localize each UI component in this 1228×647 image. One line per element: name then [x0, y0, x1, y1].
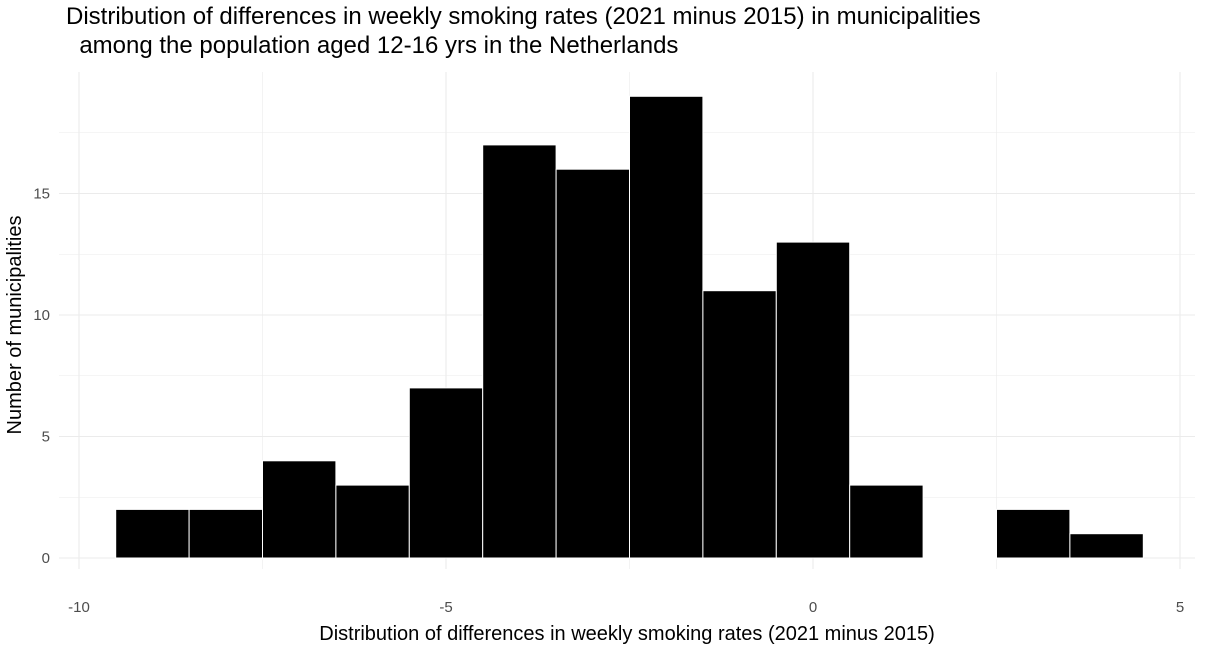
x-tick-label: 0: [809, 599, 817, 616]
chart-title: Distribution of differences in weekly sm…: [66, 2, 981, 60]
x-axis-tick-labels: -10 -5 0 5: [68, 599, 1184, 616]
y-tick-label: 10: [33, 307, 50, 324]
histogram-bar: [335, 484, 410, 559]
histogram-bar: [1069, 533, 1144, 559]
x-tick-label: -10: [68, 599, 90, 616]
y-tick-label: 0: [42, 550, 50, 567]
histogram-bar: [115, 508, 190, 559]
y-tick-label: 15: [33, 186, 50, 203]
histogram-bar: [629, 95, 704, 559]
histogram-bar: [849, 484, 924, 559]
histogram-bar: [482, 144, 557, 559]
histogram-bar: [922, 557, 997, 560]
x-tick-label: -5: [439, 599, 452, 616]
x-tick-label: 5: [1176, 599, 1184, 616]
histogram-bar: [188, 508, 264, 559]
histogram-bars: [115, 95, 1144, 560]
histogram-bar: [996, 508, 1071, 559]
histogram-bar: [408, 387, 484, 559]
histogram-bar: [555, 168, 630, 559]
y-axis-title: Number of municipalities: [4, 216, 26, 435]
histogram-bar: [775, 241, 851, 559]
y-tick-label: 5: [42, 429, 50, 446]
x-axis-title: Distribution of differences in weekly sm…: [319, 623, 935, 645]
chart-title-line-2: among the population aged 12-16 yrs in t…: [66, 32, 679, 59]
histogram-bar: [262, 460, 337, 559]
y-axis-tick-labels: 0 5 10 15: [33, 186, 50, 568]
chart-title-line-1: Distribution of differences in weekly sm…: [66, 3, 981, 30]
histogram-bar: [702, 290, 777, 559]
